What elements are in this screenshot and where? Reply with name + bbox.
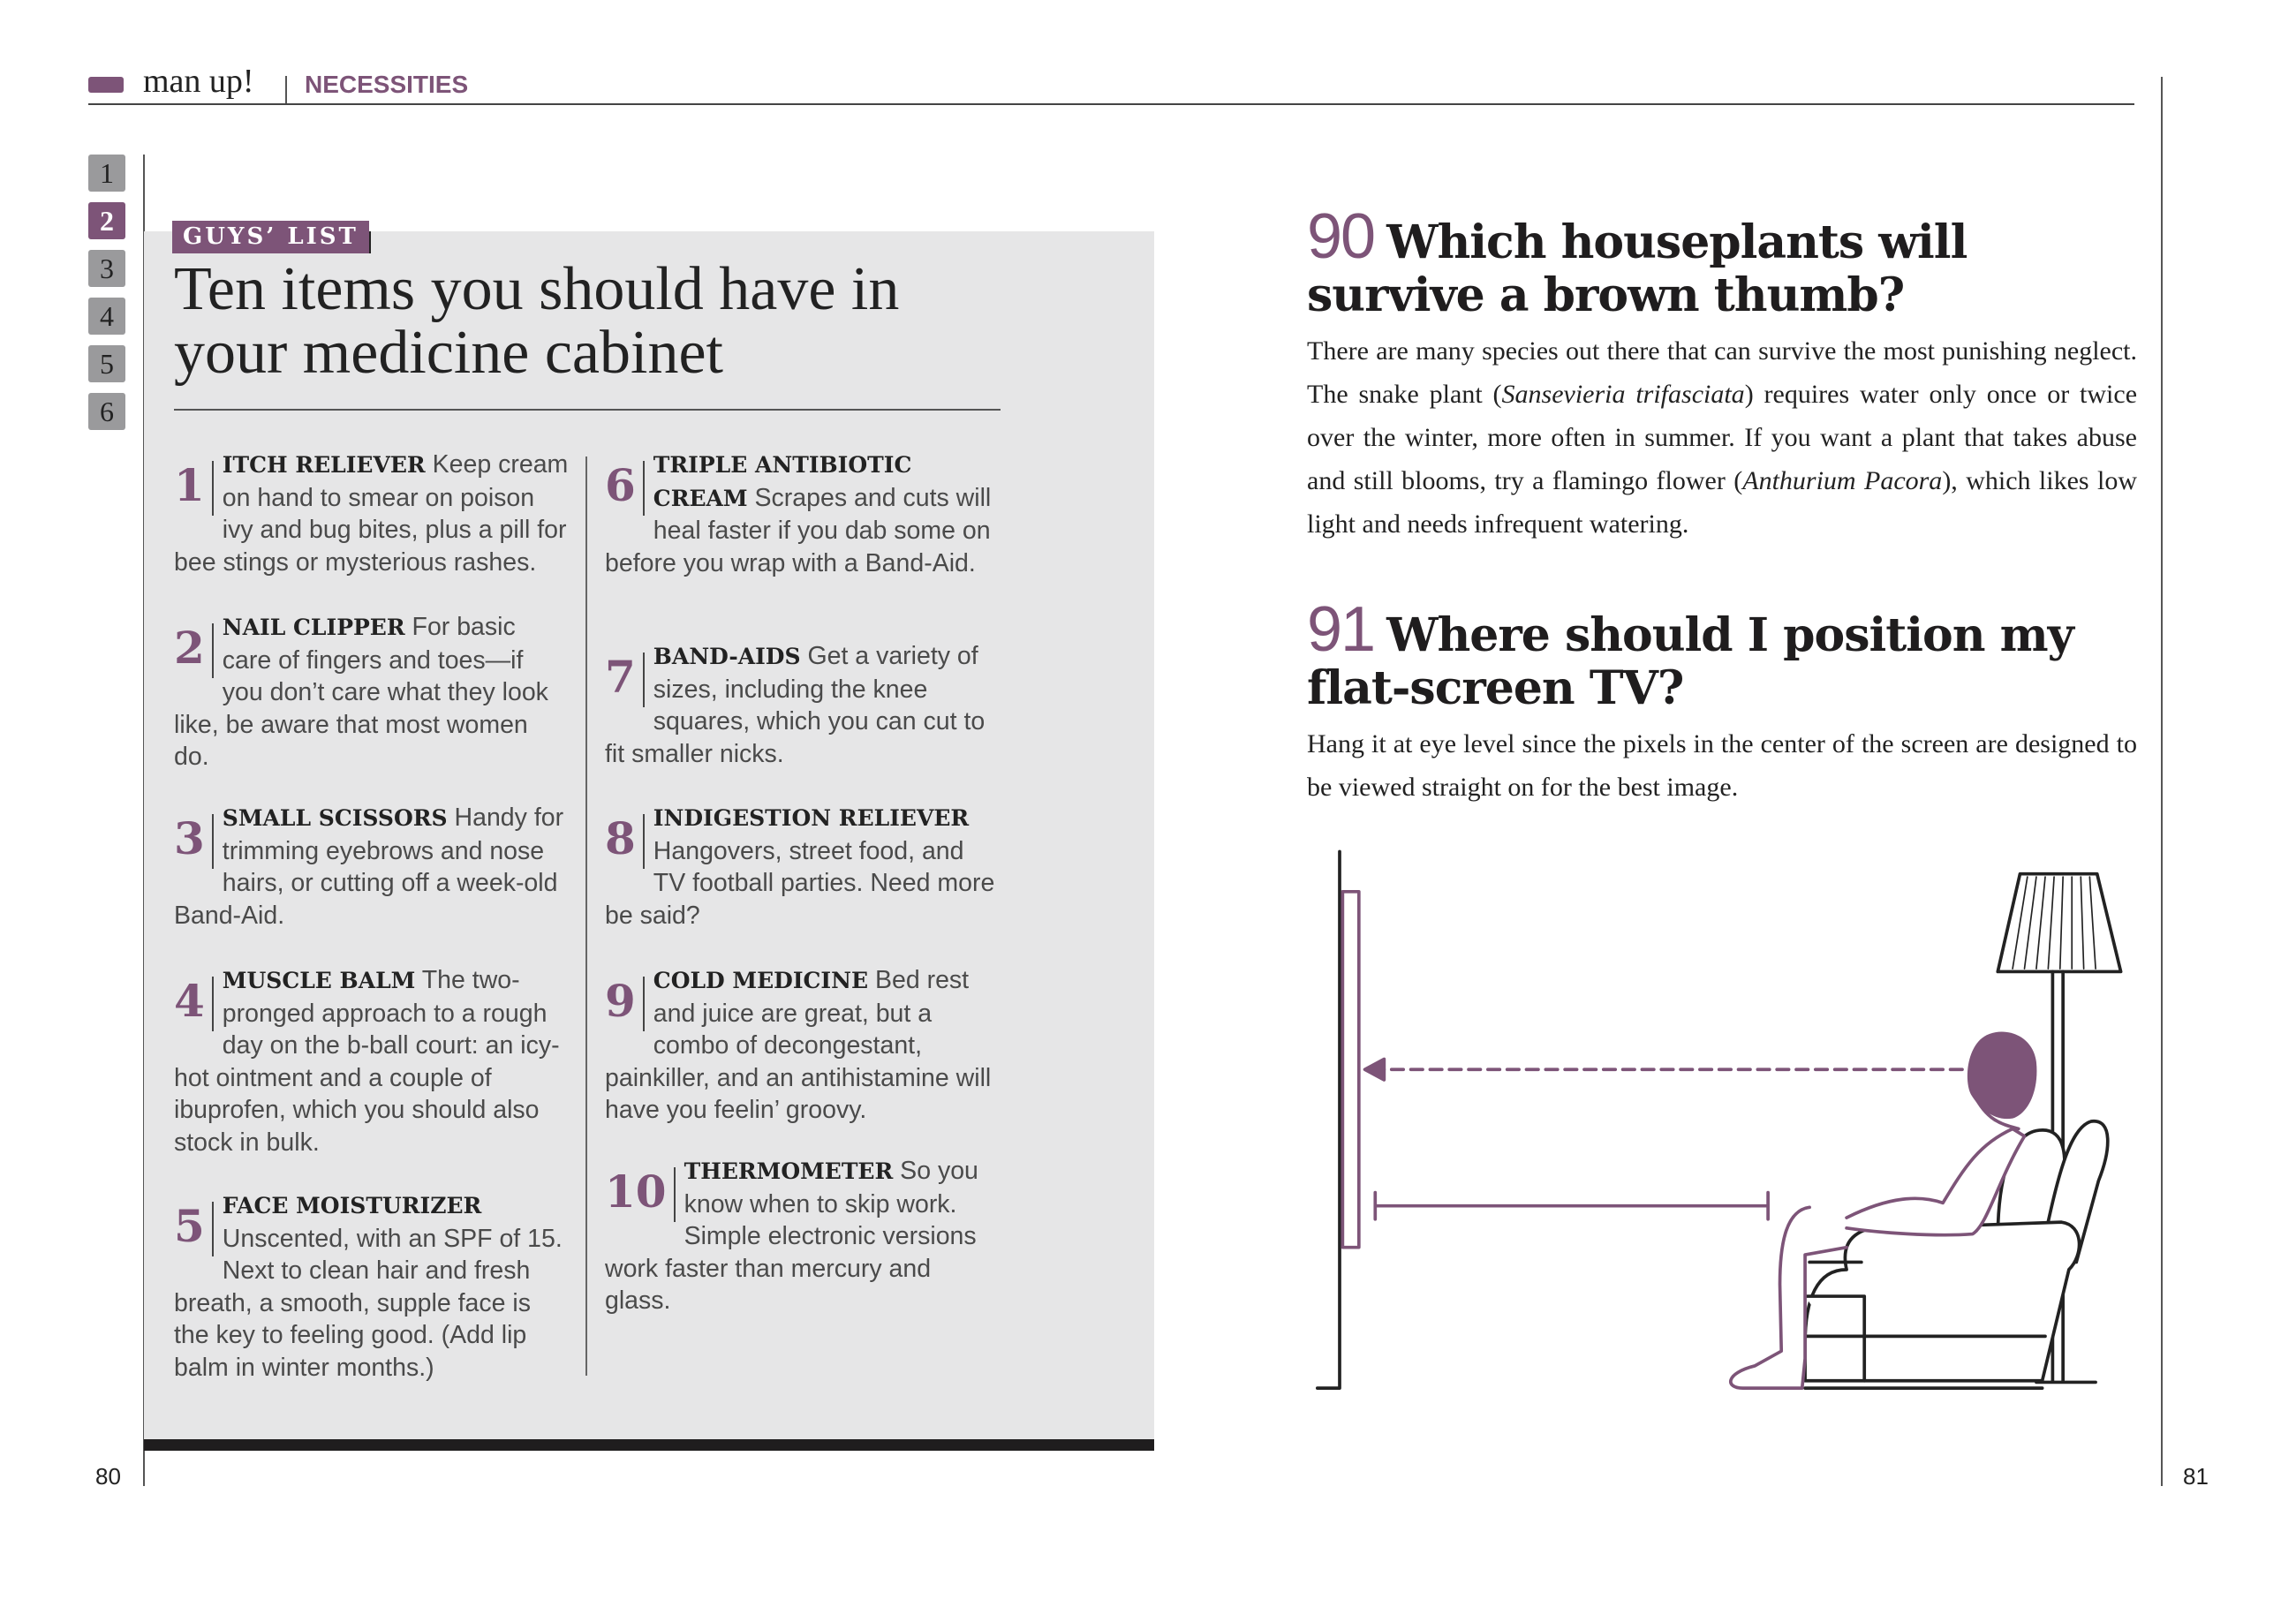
tv-viewing-illustration bbox=[1315, 849, 2123, 1390]
question-90: 90 Which houseplants will survive a brown… bbox=[1307, 205, 2137, 546]
guys-list-tag: GUYS’ LIST bbox=[172, 221, 369, 253]
item-label: TRIPLE ANTIBIOTIC CREAM bbox=[653, 452, 912, 511]
list-title: Ten items you should have in your medici… bbox=[174, 255, 900, 387]
body-text: Hang it at eye level since the pixels in… bbox=[1307, 729, 2137, 802]
item-number: 10 bbox=[605, 1167, 676, 1222]
item-text: Hangovers, street food, and TV football … bbox=[605, 836, 995, 930]
wall bbox=[1315, 849, 1341, 1390]
item-label: NAIL CLIPPER bbox=[222, 615, 405, 640]
armchair bbox=[1803, 1120, 2110, 1390]
item-text: Keep cream on hand to smear on poison iv… bbox=[174, 450, 569, 577]
distance-marker bbox=[1373, 1190, 1770, 1221]
list-item: 4 MUSCLE BALM The two-pronged approach to… bbox=[174, 964, 570, 1158]
chapter-tab-5[interactable]: 5 bbox=[88, 345, 125, 382]
page-number-right: 81 bbox=[2183, 1463, 2209, 1490]
item-label: BAND-AIDS bbox=[653, 644, 801, 669]
list-item: 6 TRIPLE ANTIBIOTIC CREAM Scrapes and cut… bbox=[605, 449, 1001, 579]
list-item: 1 ITCH RELIEVER Keep cream on hand to sme… bbox=[174, 449, 570, 578]
question-text: Where should I position my flat-screen T… bbox=[1307, 608, 2074, 715]
item-text: Handy for trimming eyebrows and nose hai… bbox=[174, 804, 564, 930]
panel-bottom-bar bbox=[144, 1439, 1154, 1451]
item-label: FACE MOISTURIZER bbox=[222, 1193, 482, 1218]
answer-body: There are many species out there that ca… bbox=[1307, 329, 2137, 546]
item-number: 9 bbox=[605, 977, 645, 1031]
chapter-tab-4[interactable]: 4 bbox=[88, 298, 125, 335]
species-name: Sansevieria trifasciata bbox=[1501, 380, 1745, 409]
item-number: 3 bbox=[174, 814, 214, 869]
list-item: 5 FACE MOISTURIZER Unscented, with an SPF… bbox=[174, 1189, 570, 1384]
header-section: NECESSITIES bbox=[305, 71, 469, 98]
item-text: So you know when to skip work. Simple el… bbox=[605, 1157, 978, 1315]
list-item: 7 BAND-AIDS Get a variety of sizes, inclu… bbox=[605, 640, 1001, 770]
right-margin-line bbox=[2161, 77, 2163, 1486]
list-item: 3 SMALL SCISSORS Handy for trimming eyebr… bbox=[174, 802, 570, 932]
chapter-tab-2[interactable]: 2 bbox=[88, 202, 125, 239]
guys-list-panel bbox=[144, 231, 1154, 1451]
item-text: For basic care of fingers and toes—if yo… bbox=[174, 613, 548, 771]
header-brand: man up! bbox=[143, 63, 254, 100]
item-label: MUSCLE BALM bbox=[222, 968, 416, 993]
question-91: 91 Where should I position my flat-screen… bbox=[1307, 598, 2137, 809]
question-text: Which houseplants will survive a brown t… bbox=[1307, 215, 1967, 322]
item-label: INDIGESTION RELIEVER bbox=[653, 805, 970, 831]
body-text: ), which likes low light and needs infre… bbox=[1307, 466, 2137, 539]
item-text: Bed rest and juice are great, but a comb… bbox=[605, 966, 992, 1124]
eye-line-arrow bbox=[1363, 1057, 1976, 1082]
list-item: 2 NAIL CLIPPER For basic care of fingers … bbox=[174, 611, 570, 773]
answer-body: Hang it at eye level since the pixels in… bbox=[1307, 722, 2137, 809]
item-label: THERMOMETER bbox=[684, 1158, 894, 1184]
item-text: Get a variety of sizes, including the kn… bbox=[605, 642, 986, 768]
man-head bbox=[1967, 1031, 2037, 1120]
body-text: ) requires water only once or twice over… bbox=[1307, 380, 2138, 495]
list-item: 8 INDIGESTION RELIEVER Hangovers, street … bbox=[605, 802, 1001, 932]
chapter-tab-1[interactable]: 1 bbox=[88, 155, 125, 192]
header-rule bbox=[88, 103, 2134, 105]
item-text: Scrapes and cuts will heal faster if you… bbox=[605, 483, 992, 577]
chapter-tab-6[interactable]: 6 bbox=[88, 393, 125, 430]
body-text: There are many species out there that ca… bbox=[1307, 336, 2137, 409]
item-label: COLD MEDICINE bbox=[653, 968, 869, 993]
item-number: 6 bbox=[605, 461, 645, 516]
item-label: ITCH RELIEVER bbox=[222, 452, 426, 478]
page-number-left: 80 bbox=[95, 1463, 121, 1490]
item-number: 4 bbox=[174, 977, 214, 1031]
item-text: The two-pronged approach to a rough day … bbox=[174, 966, 560, 1157]
item-number: 8 bbox=[605, 814, 645, 869]
chapter-tab-3[interactable]: 3 bbox=[88, 250, 125, 287]
item-number: 1 bbox=[174, 461, 214, 516]
title-rule bbox=[174, 409, 1001, 411]
question-number: 91 bbox=[1307, 594, 1376, 665]
question-number: 90 bbox=[1307, 201, 1376, 272]
column-divider bbox=[585, 456, 587, 1376]
question-heading: 90 Which houseplants will survive a brown… bbox=[1307, 205, 2137, 322]
item-label: SMALL SCISSORS bbox=[222, 805, 448, 831]
list-item: 10 THERMOMETER So you know when to skip w… bbox=[605, 1155, 1001, 1317]
item-number: 5 bbox=[174, 1202, 214, 1256]
item-number: 2 bbox=[174, 623, 214, 678]
species-name: Anthurium Pacora bbox=[1742, 466, 1943, 495]
list-item: 9 COLD MEDICINE Bed rest and juice are gr… bbox=[605, 964, 1001, 1127]
item-text: Unscented, with an SPF of 15. Next to cl… bbox=[174, 1224, 563, 1382]
tv-screen bbox=[1341, 889, 1361, 1249]
question-heading: 91 Where should I position my flat-screen… bbox=[1307, 598, 2137, 715]
item-number: 7 bbox=[605, 653, 645, 707]
header-color-mark bbox=[88, 77, 124, 93]
header-separator bbox=[285, 76, 287, 104]
